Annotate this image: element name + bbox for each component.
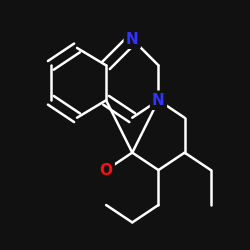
Text: O: O [100,162,112,178]
Text: N: N [152,93,165,108]
Text: N: N [126,32,139,47]
